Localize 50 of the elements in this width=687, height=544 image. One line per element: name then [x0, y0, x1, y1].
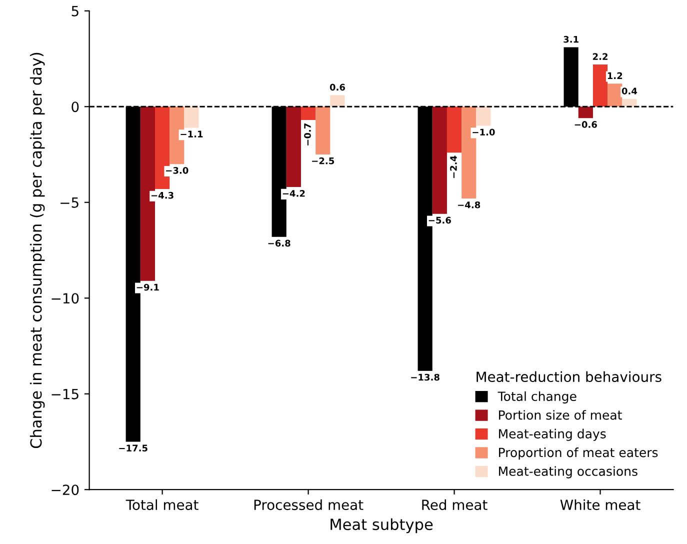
legend-label: Total change — [498, 391, 576, 404]
data-label: −4.2 — [282, 190, 305, 197]
data-label: −4.8 — [458, 201, 480, 208]
y-tick-label: −15 — [52, 389, 78, 400]
bar — [432, 106, 447, 214]
bar — [476, 106, 491, 126]
data-label: −5.6 — [428, 216, 451, 224]
bar — [286, 106, 301, 188]
bar — [446, 106, 462, 153]
data-label: −4.3 — [151, 192, 174, 199]
bar — [316, 106, 330, 154]
data-label: 0.6 — [330, 84, 345, 91]
legend-label: Meat-eating days — [499, 428, 606, 441]
legend-label: Meat-eating occasions — [499, 466, 638, 478]
data-label: −0.6 — [574, 121, 597, 128]
x-tick-label: Processed meat — [254, 499, 364, 510]
x-tick-label: White meat — [560, 499, 640, 510]
bar — [592, 64, 608, 107]
legend-label: Proportion of meat eaters — [499, 448, 658, 460]
data-label: −0.7 — [304, 124, 311, 146]
data-label: 0.4 — [622, 88, 638, 94]
x-axis-title: Meat subtype — [330, 518, 433, 534]
bar — [608, 84, 622, 107]
bar — [300, 106, 316, 120]
data-label: −9.1 — [136, 284, 159, 291]
data-label: −2.4 — [450, 156, 457, 178]
x-tick-label: Red meat — [422, 499, 488, 510]
y-tick-label: −10 — [52, 293, 79, 304]
data-label: 1.2 — [608, 72, 622, 79]
y-tick-label: −5 — [60, 198, 78, 208]
y-axis-title: Change in meat consumption (g per capita per day) — [30, 52, 45, 448]
bar — [578, 106, 593, 118]
x-tick-label: Total meat — [126, 499, 198, 510]
data-label: −17.5 — [119, 444, 148, 452]
bar — [622, 98, 637, 107]
data-label: −1.0 — [472, 128, 495, 136]
data-label: −13.8 — [411, 374, 440, 381]
data-label: 2.2 — [592, 53, 608, 60]
y-tick-label: 0 — [72, 102, 79, 112]
bar — [184, 106, 199, 128]
data-label: 3.1 — [564, 36, 578, 43]
legend-title: Meat-reduction behaviours — [476, 371, 662, 382]
data-label: −6.8 — [268, 240, 290, 247]
legend-label: Portion size of meat — [499, 410, 622, 420]
y-tick-label: −20 — [52, 484, 79, 496]
data-label: −3.0 — [166, 167, 188, 174]
data-label: −2.5 — [312, 157, 334, 164]
data-label: −1.1 — [180, 130, 203, 138]
y-tick-label: 5 — [72, 6, 78, 16]
bar — [330, 95, 345, 107]
